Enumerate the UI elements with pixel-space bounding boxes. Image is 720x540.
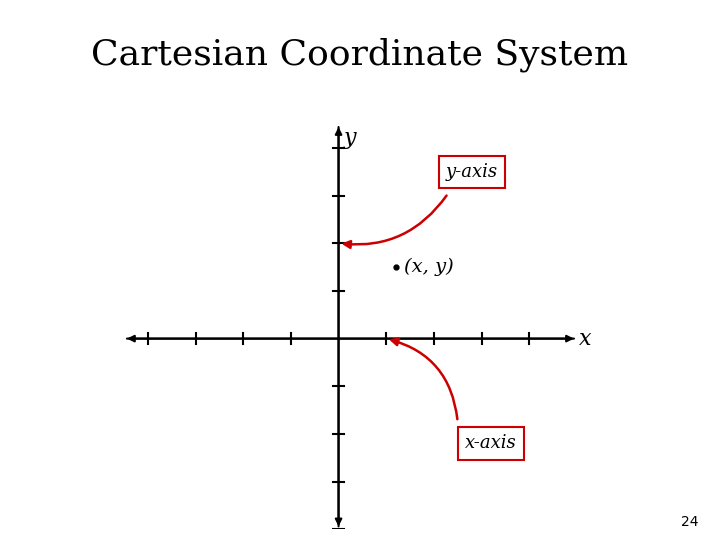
Text: x-axis: x-axis <box>465 435 517 453</box>
Text: 24: 24 <box>681 515 698 529</box>
Text: y-axis: y-axis <box>446 163 498 181</box>
Text: (x, y): (x, y) <box>405 258 454 276</box>
Text: x: x <box>579 328 592 349</box>
Text: Cartesian Coordinate System: Cartesian Coordinate System <box>91 38 629 72</box>
Text: y: y <box>344 126 357 149</box>
